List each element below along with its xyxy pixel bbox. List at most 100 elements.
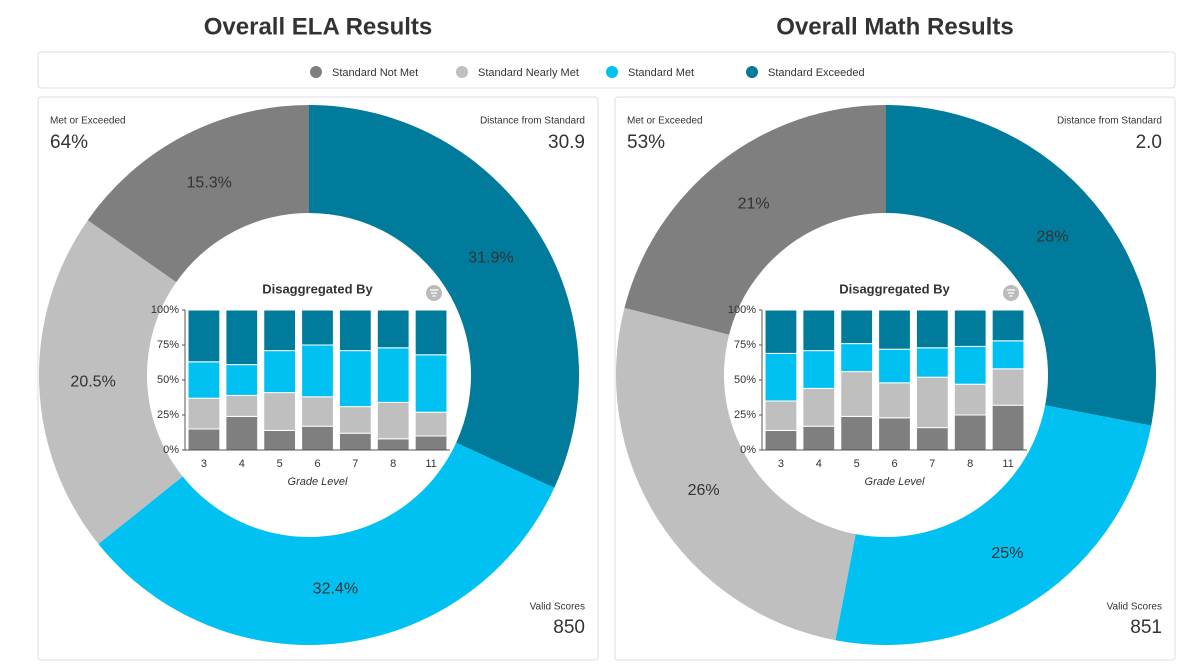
bar-segment bbox=[840, 309, 874, 345]
y-tick-label: 50% bbox=[157, 374, 179, 386]
legend-swatch bbox=[456, 66, 468, 78]
slice-label: 31.9% bbox=[468, 250, 513, 267]
y-tick-label: 100% bbox=[728, 304, 756, 316]
donut-slice bbox=[886, 105, 1156, 426]
bar-segment bbox=[414, 309, 448, 356]
x-tick-label: 7 bbox=[352, 458, 358, 470]
y-tick-label: 25% bbox=[157, 409, 179, 421]
bar-segment bbox=[764, 429, 798, 451]
bar-segment bbox=[301, 425, 334, 451]
bar-segment bbox=[187, 428, 221, 451]
bar-segment bbox=[414, 354, 448, 413]
donut-slice bbox=[38, 220, 183, 545]
slice-label: 20.5% bbox=[70, 373, 115, 390]
x-tick-label: 5 bbox=[277, 458, 283, 470]
donut-slice bbox=[98, 442, 555, 645]
bar-segment bbox=[878, 348, 911, 384]
bar-segment bbox=[764, 400, 798, 431]
bar-segment bbox=[187, 309, 221, 363]
x-tick-label: 3 bbox=[778, 458, 784, 470]
y-tick-label: 100% bbox=[151, 304, 179, 316]
bar-segment bbox=[878, 382, 911, 419]
bar-segment bbox=[802, 309, 836, 352]
x-axis-label: Grade Level bbox=[288, 476, 348, 488]
bar-title: Disaggregated By bbox=[839, 281, 950, 296]
x-tick-label: 6 bbox=[891, 458, 897, 470]
bar-segment bbox=[414, 435, 448, 451]
bar-segment bbox=[840, 343, 874, 373]
stat-label: Distance from Standard bbox=[480, 116, 585, 127]
y-tick-label: 50% bbox=[734, 374, 756, 386]
y-tick-label: 75% bbox=[157, 339, 179, 351]
panel-title: Overall Math Results bbox=[776, 13, 1013, 40]
bar-segment bbox=[802, 350, 836, 389]
x-tick-label: 11 bbox=[425, 458, 436, 470]
slice-label: 15.3% bbox=[187, 175, 232, 192]
stat-label: Distance from Standard bbox=[1057, 116, 1162, 127]
bar-segment bbox=[991, 309, 1025, 342]
bar-segment bbox=[991, 368, 1025, 406]
legend-label: Standard Nearly Met bbox=[478, 67, 579, 79]
panel-title: Overall ELA Results bbox=[204, 13, 433, 40]
y-tick-label: 0% bbox=[740, 444, 756, 456]
bar-segment bbox=[301, 344, 334, 398]
stat-value: 851 bbox=[1130, 617, 1162, 638]
stat-value: 53% bbox=[627, 132, 665, 153]
bar-title: Disaggregated By bbox=[262, 281, 373, 296]
bar-segment bbox=[414, 411, 448, 437]
bar-segment bbox=[225, 309, 259, 366]
x-tick-label: 8 bbox=[390, 458, 396, 470]
bar-segment bbox=[878, 417, 911, 451]
y-tick-label: 75% bbox=[734, 339, 756, 351]
stat-value: 64% bbox=[50, 132, 88, 153]
stat-value: 850 bbox=[553, 617, 585, 638]
bar-segment bbox=[840, 415, 874, 451]
x-tick-label: 4 bbox=[816, 458, 822, 470]
stat-label: Met or Exceeded bbox=[50, 116, 126, 127]
bar-segment bbox=[338, 406, 372, 434]
donut-slice bbox=[309, 105, 579, 488]
bar-segment bbox=[376, 309, 410, 349]
bar-segment bbox=[225, 415, 259, 451]
donut-slice bbox=[624, 104, 886, 335]
legend-swatch bbox=[310, 66, 322, 78]
slice-label: 32.4% bbox=[313, 581, 358, 598]
stat-label: Met or Exceeded bbox=[627, 116, 703, 127]
stat-label: Valid Scores bbox=[1107, 602, 1162, 613]
x-tick-label: 6 bbox=[314, 458, 320, 470]
stat-value: 30.9 bbox=[548, 132, 585, 153]
donut-slice bbox=[835, 405, 1152, 645]
x-tick-label: 4 bbox=[239, 458, 245, 470]
slice-label: 25% bbox=[991, 545, 1023, 562]
bar-segment bbox=[338, 350, 372, 408]
y-tick-label: 0% bbox=[163, 444, 179, 456]
bar-segment bbox=[953, 309, 987, 347]
x-tick-label: 3 bbox=[201, 458, 207, 470]
bar-segment bbox=[953, 345, 987, 385]
bar-segment bbox=[802, 425, 836, 451]
bar-segment bbox=[915, 376, 949, 429]
legend-swatch bbox=[606, 66, 618, 78]
bar-segment bbox=[878, 309, 911, 350]
x-axis-label: Grade Level bbox=[865, 476, 925, 488]
slice-label: 26% bbox=[688, 482, 720, 499]
bar-segment bbox=[953, 414, 987, 451]
bar-segment bbox=[840, 371, 874, 417]
bar-segment bbox=[263, 429, 297, 451]
x-tick-label: 5 bbox=[854, 458, 860, 470]
bar-segment bbox=[301, 309, 334, 346]
bar-segment bbox=[376, 401, 410, 440]
bar-segment bbox=[225, 394, 259, 417]
bar-segment bbox=[263, 392, 297, 431]
slice-label: 21% bbox=[738, 196, 770, 213]
bar-segment bbox=[263, 309, 297, 352]
y-tick-label: 25% bbox=[734, 409, 756, 421]
legend-label: Standard Exceeded bbox=[768, 67, 865, 79]
bar-segment bbox=[764, 352, 798, 402]
bar-segment bbox=[953, 383, 987, 416]
bar-segment bbox=[764, 309, 798, 354]
legend-label: Standard Met bbox=[628, 67, 694, 79]
bar-segment bbox=[263, 350, 297, 394]
bar-segment bbox=[225, 364, 259, 396]
